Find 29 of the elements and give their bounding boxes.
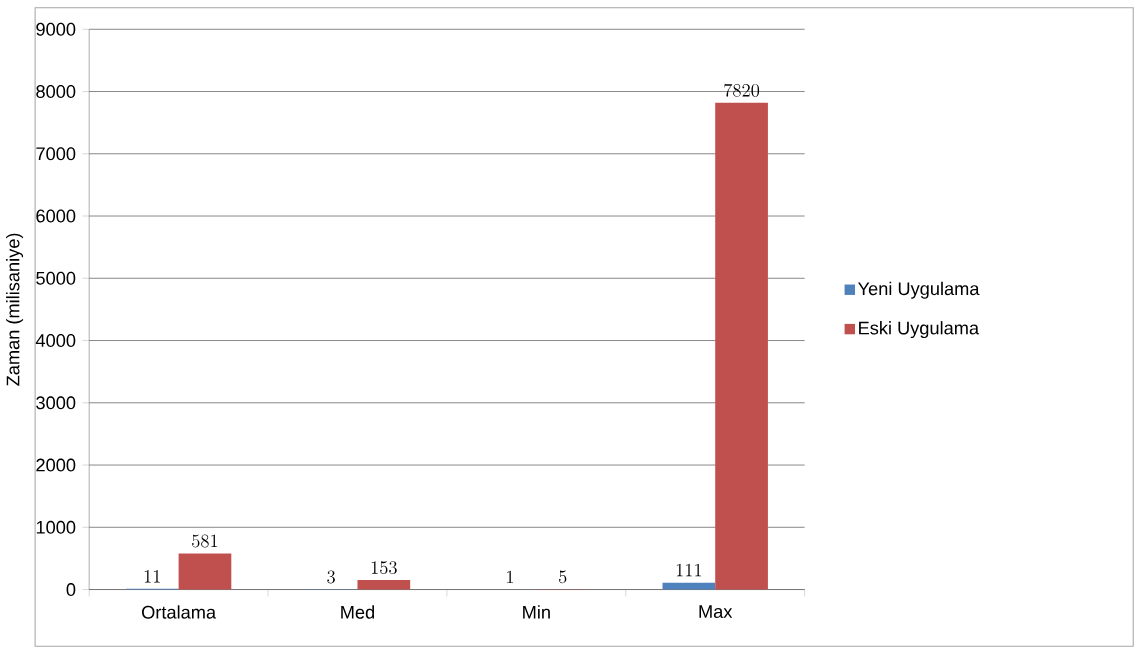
y-tick-label: 8000 (36, 85, 76, 99)
data-label: 3 (327, 570, 335, 584)
x-tick-label: Ortalama (142, 605, 217, 619)
data-label: 581 (192, 534, 218, 548)
y-tick-label: 0 (66, 583, 76, 597)
data-label: 1 (507, 570, 514, 584)
y-tick-label: 1000 (36, 520, 76, 534)
data-label: 153 (371, 561, 397, 575)
x-tick-label: Med (341, 605, 375, 619)
y-tick-label: 3000 (36, 396, 76, 410)
bar (178, 553, 232, 590)
x-tick-label: Min (523, 605, 550, 619)
data-label: 5 (559, 570, 567, 584)
data-label: 111 (676, 563, 702, 577)
y-tick-label: 9000 (36, 22, 76, 36)
y-tick-label: 6000 (36, 209, 76, 223)
y-axis-title: Zaman (milisaniye) (6, 233, 24, 386)
x-tick-label: Max (699, 605, 733, 619)
y-tick-label: 2000 (36, 458, 76, 472)
y-tick-label: 5000 (36, 271, 76, 285)
y-tick-label: 4000 (35, 334, 76, 348)
y-tick-label: 7000 (36, 147, 76, 161)
data-label: 7820 (724, 83, 760, 97)
bar (662, 582, 716, 590)
legend-label: Yeni Uygulama (858, 281, 980, 299)
bar (715, 102, 768, 590)
legend-label: Eski Uygulama (859, 321, 980, 339)
bar (357, 580, 411, 590)
data-label: 11 (144, 570, 160, 583)
